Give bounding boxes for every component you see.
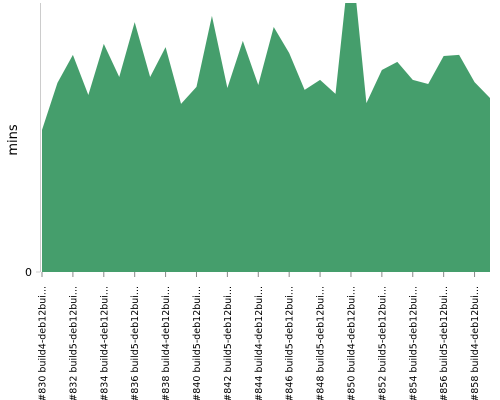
x-tick-label: #846 build5-deb12bui... <box>285 286 296 400</box>
x-tick-label: #844 build4-deb12bui... <box>254 286 265 400</box>
x-tick-label: #858 build4-deb12bui... <box>470 286 481 400</box>
x-tick-label: #852 build5-deb12bui... <box>377 286 388 400</box>
x-tick-label: #832 build5-deb12bui... <box>68 286 79 400</box>
x-tick-label: #836 build5-deb12bui... <box>130 286 141 400</box>
y-tick-label: 0 <box>25 266 32 279</box>
area <box>42 3 490 272</box>
y-axis-label: mins <box>6 124 21 156</box>
x-tick-label: #842 build5-deb12bui... <box>223 286 234 400</box>
x-tick-label: #850 build4-deb12bui... <box>346 286 357 400</box>
x-tick-label: #854 build5-deb12bui... <box>408 286 419 400</box>
x-tick-label: #838 build4-deb12bui... <box>161 286 172 400</box>
x-tick-label: #840 build5-deb12bui... <box>192 286 203 400</box>
x-tick-label: #856 build5-deb12bui... <box>439 286 450 400</box>
x-tick-label: #848 build5-deb12bui... <box>316 286 327 400</box>
x-tick-label: #830 build4-deb12bui... <box>38 286 49 400</box>
x-tick-label: #834 build4-deb12bui... <box>99 286 110 400</box>
